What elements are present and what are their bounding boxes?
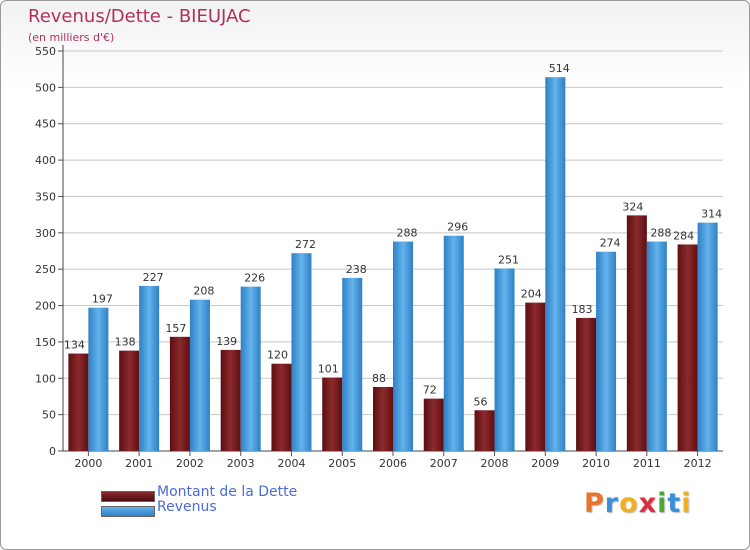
logo-letter: x	[638, 488, 658, 519]
y-tick-label: 400	[35, 154, 56, 167]
legend-swatch-revenus	[101, 506, 155, 517]
bar-revenus-2011	[646, 241, 667, 451]
bar-dette-2005	[322, 377, 343, 451]
x-tick-label-2011: 2011	[633, 457, 661, 470]
bar-revenus-2004	[291, 253, 312, 451]
y-tick-label: 0	[49, 445, 56, 458]
data-label-dette-2006: 88	[372, 372, 386, 385]
bar-revenus-2002	[189, 299, 210, 451]
data-label-dette-2001: 138	[115, 336, 136, 349]
y-tick-label: 200	[35, 300, 56, 313]
logo-letter: i	[657, 488, 668, 519]
y-tick-label: 300	[35, 227, 56, 240]
bar-revenus-2009	[545, 77, 566, 451]
logo-letter: o	[619, 488, 639, 519]
x-tick-label-2000: 2000	[74, 457, 102, 470]
x-tick-label-2009: 2009	[531, 457, 559, 470]
bar-dette-2010	[576, 317, 597, 451]
y-tick-label: 50	[42, 409, 56, 422]
data-label-revenus-2005: 238	[346, 263, 367, 276]
data-label-dette-2010: 183	[572, 303, 593, 316]
data-label-dette-2003: 139	[216, 335, 237, 348]
bar-dette-2009	[525, 302, 546, 451]
bar-revenus-2008	[494, 268, 515, 451]
y-tick-label: 450	[35, 118, 56, 131]
bar-dette-2012	[677, 244, 698, 451]
bar-dette-2002	[169, 336, 190, 451]
data-label-revenus-2006: 288	[397, 227, 418, 240]
bar-revenus-2010	[596, 251, 617, 451]
y-tick-label: 150	[35, 336, 56, 349]
data-label-dette-2011: 324	[622, 200, 643, 213]
x-tick-label-2001: 2001	[125, 457, 153, 470]
x-tick-label-2004: 2004	[277, 457, 305, 470]
y-tick-label: 250	[35, 263, 56, 276]
bar-dette-2006	[373, 387, 393, 451]
y-tick-label: 350	[35, 190, 56, 203]
data-label-revenus-2007: 296	[447, 221, 468, 234]
data-label-revenus-2001: 227	[143, 271, 164, 284]
logo-letter: P	[584, 488, 605, 519]
legend-label-dette: Montant de la Dette	[157, 484, 298, 500]
data-label-revenus-2010: 274	[600, 237, 621, 250]
data-label-revenus-2011: 288	[650, 227, 671, 240]
y-tick-label: 100	[35, 372, 56, 385]
x-tick-label-2002: 2002	[176, 457, 204, 470]
proxiti-logo: Proxiti	[584, 488, 692, 519]
bar-dette-2001	[119, 350, 140, 451]
x-tick-label-2005: 2005	[328, 457, 356, 470]
data-label-dette-2004: 120	[267, 349, 288, 362]
x-tick-label-2003: 2003	[227, 457, 255, 470]
legend-swatch-dette	[101, 491, 155, 502]
logo-letter: i	[681, 488, 692, 519]
bar-dette-2000	[68, 353, 89, 451]
bar-dette-2008	[474, 410, 495, 451]
bar-revenus-2005	[342, 277, 363, 451]
logo-letter: t	[667, 488, 682, 519]
data-label-revenus-2004: 272	[295, 238, 316, 251]
x-tick-label-2006: 2006	[379, 457, 407, 470]
y-tick-label: 550	[35, 45, 56, 58]
data-label-revenus-2000: 197	[92, 293, 113, 306]
data-label-revenus-2003: 226	[244, 272, 265, 285]
bar-revenus-2006	[393, 241, 413, 451]
data-label-revenus-2002: 208	[193, 285, 214, 298]
data-label-dette-2005: 101	[318, 363, 339, 376]
data-label-dette-2000: 134	[64, 339, 85, 352]
chart-subtitle: (en milliers d'€)	[28, 31, 115, 44]
y-tick-label: 500	[35, 81, 56, 94]
data-label-dette-2009: 204	[521, 288, 542, 301]
x-tick-label-2007: 2007	[430, 457, 458, 470]
bar-revenus-2007	[443, 235, 464, 451]
bar-dette-2004	[271, 363, 292, 451]
data-label-dette-2008: 56	[474, 395, 488, 408]
bar-revenus-2000	[88, 307, 109, 451]
data-label-revenus-2012: 314	[701, 208, 722, 221]
x-tick-label-2008: 2008	[481, 457, 509, 470]
data-label-dette-2012: 284	[673, 229, 694, 242]
x-tick-label-2012: 2012	[684, 457, 712, 470]
data-label-dette-2007: 72	[423, 384, 437, 397]
data-label-revenus-2009: 514	[549, 62, 570, 75]
chart-title: Revenus/Dette - BIEUJAC	[28, 6, 251, 27]
bar-dette-2007	[423, 398, 444, 451]
data-label-revenus-2008: 251	[498, 253, 519, 266]
bar-revenus-2012	[697, 222, 718, 451]
bar-dette-2003	[220, 349, 241, 451]
data-label-dette-2002: 157	[165, 322, 186, 335]
logo-letter: r	[604, 488, 620, 519]
bar-revenus-2001	[139, 285, 160, 451]
x-tick-label-2010: 2010	[582, 457, 610, 470]
bar-revenus-2003	[240, 286, 261, 451]
legend-label-revenus: Revenus	[157, 499, 217, 515]
bar-dette-2011	[626, 215, 647, 451]
